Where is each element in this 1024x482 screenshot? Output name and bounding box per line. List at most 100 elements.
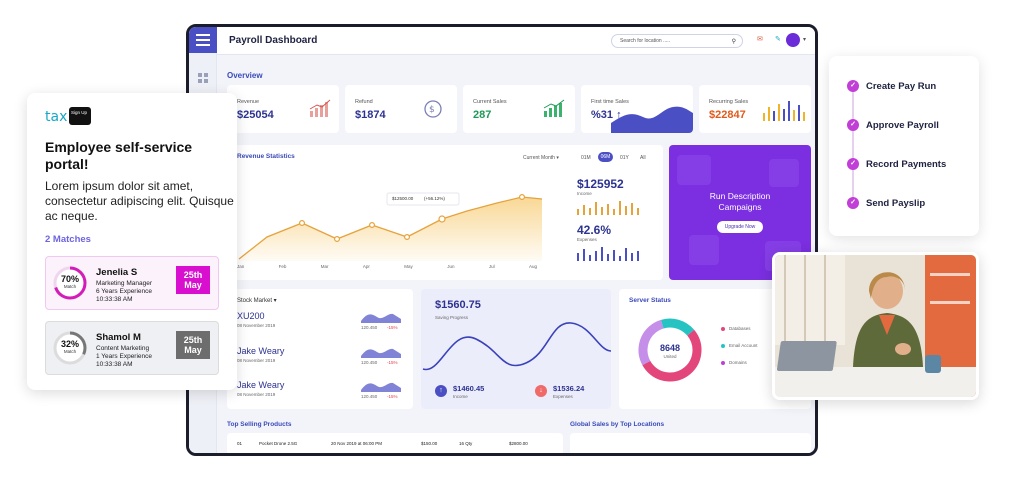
period-filter-dropdown[interactable]: Current Month ▾: [523, 155, 559, 161]
kpi-label: Refund: [355, 99, 373, 105]
match-date-day: 25th: [183, 335, 203, 345]
search-icon[interactable]: ⚲: [731, 39, 736, 45]
search-placeholder: Search for location .....: [620, 38, 671, 44]
product-rank: 01: [237, 441, 243, 446]
legend-domains: Domains: [729, 360, 747, 365]
chart-x-axis: Jan Feb Mar Apr May Jun Jul Aug: [237, 264, 537, 269]
match-date-badge: 25th May: [176, 331, 210, 359]
saving-value: $1560.75: [435, 299, 481, 311]
check-icon: ✓: [847, 80, 859, 92]
kpi-current-sales[interactable]: Current Sales 287: [463, 85, 575, 133]
stock-name: XU200: [237, 311, 265, 321]
month-tick: Jan: [237, 264, 245, 269]
tooltip-change: (+56.12%): [424, 196, 445, 201]
match-ring: [53, 331, 87, 365]
top-products-row[interactable]: 01 Pocket Drone 2.5G 20 Nov 2019 at 06:0…: [227, 433, 563, 453]
step-send-payslip[interactable]: Send Payslip: [866, 198, 926, 209]
portal-description: Lorem ipsum dolor sit amet, consectetur …: [45, 179, 234, 223]
saving-income-value: $1460.45: [453, 384, 485, 393]
kpi-value: $22847: [709, 109, 746, 121]
step-approve-payroll[interactable]: Approve Payroll: [866, 120, 939, 131]
donut-center-label: United: [663, 354, 677, 359]
month-tick: Jun: [447, 264, 455, 269]
top-products-title: Top Selling Products: [227, 421, 292, 428]
stock-row[interactable]: XU200 08 November 2019 120.450 -15%: [237, 311, 409, 341]
stock-sparkline: [361, 313, 401, 323]
tooltip-value: $12500.00: [392, 196, 414, 201]
match-experience: 1 Years Experience: [96, 353, 153, 360]
stock-date: 08 November 2019: [237, 392, 276, 397]
month-tick: Feb: [278, 264, 287, 269]
match-experience: 6 Years Experience: [96, 288, 153, 295]
search-input[interactable]: Search for location ..... ⚲: [611, 34, 743, 48]
kpi-label: Current Sales: [473, 99, 507, 105]
period-01m[interactable]: 01M: [581, 155, 591, 161]
steps-connector: [852, 92, 854, 204]
matches-count: 2 Matches: [45, 234, 91, 245]
kpi-recurring-sales[interactable]: Recurring Sales $22847: [699, 85, 811, 133]
check-icon: ✓: [847, 197, 859, 209]
stock-change: -15%: [387, 394, 398, 399]
sign-up-badge[interactable]: Sign Up: [69, 107, 91, 125]
match-date-day: 25th: [183, 270, 203, 280]
menu-icon[interactable]: [189, 27, 217, 53]
match-role: Content Marketing: [96, 345, 150, 352]
match-percent: 70%: [60, 274, 79, 284]
income-value: $125952: [577, 177, 624, 191]
overview-heading: Overview: [227, 71, 263, 80]
mini-bars-chart: [763, 101, 805, 121]
kpi-refund[interactable]: Refund $1874 $: [345, 85, 457, 133]
stock-sparkline: [361, 382, 401, 392]
stock-value: 120.450: [361, 325, 378, 330]
payroll-steps-card: ✓ Create Pay Run ✓ Approve Payroll ✓ Rec…: [829, 56, 979, 236]
match-percent: 32%: [60, 339, 79, 349]
kpi-label: Revenue: [237, 99, 260, 105]
kpi-value: %31 ↑: [591, 109, 622, 121]
kpi-first-time-sales[interactable]: First time Sales %31 ↑: [581, 85, 693, 133]
promo-title: Run Description Campaigns: [709, 191, 771, 212]
grid-icon[interactable]: [198, 73, 208, 83]
month-tick: Apr: [362, 264, 370, 269]
notification-icon[interactable]: ✉: [757, 36, 763, 43]
stock-name: Jake Weary: [237, 346, 285, 356]
stock-market-dropdown[interactable]: Stock Market ▾: [237, 298, 277, 304]
match-date-month: May: [184, 345, 202, 355]
stock-row[interactable]: Jake Weary 08 November 2019 120.450 -15%: [237, 346, 409, 376]
period-all[interactable]: All: [640, 155, 646, 161]
step-record-payments[interactable]: Record Payments: [866, 159, 947, 170]
period-01y[interactable]: 01Y: [620, 155, 629, 161]
stock-change: -15%: [387, 360, 398, 365]
product-date: 20 Nov 2019 at 06:00 PM: [331, 441, 383, 446]
legend-dot: [721, 361, 725, 365]
chevron-down-icon[interactable]: ▾: [803, 37, 807, 43]
stock-row[interactable]: Jake Weary 08 November 2019 120.450 -15%: [237, 380, 409, 410]
legend-email-account: Email Account: [729, 343, 758, 348]
legend-databases: Databases: [729, 326, 751, 331]
month-tick: Aug: [528, 264, 537, 269]
product-qty: 16 Qty: [459, 441, 473, 446]
step-create-pay-run[interactable]: Create Pay Run: [866, 81, 937, 92]
saving-income-label: Income: [453, 394, 468, 399]
stock-date: 08 November 2019: [237, 323, 276, 328]
avatar[interactable]: [786, 33, 800, 47]
saving-wave-chart: [422, 322, 611, 371]
woman-with-laptop-photo: [772, 252, 979, 400]
upgrade-button[interactable]: Upgrade Now: [717, 221, 763, 233]
saving-label: Saving Progress: [435, 315, 469, 320]
kpi-revenue[interactable]: Revenue $25054: [227, 85, 339, 133]
period-06m[interactable]: 06M: [598, 152, 613, 162]
expenses-value: 42.6%: [577, 223, 612, 237]
message-icon[interactable]: ✎: [775, 36, 781, 43]
month-tick: May: [404, 264, 413, 269]
match-card[interactable]: 70% Match Jenelia S Marketing Manager 6 …: [45, 256, 219, 310]
page-title: Payroll Dashboard: [229, 35, 318, 46]
legend-dot: [721, 327, 725, 331]
match-card[interactable]: 32% Match Shamol M Content Marketing 1 Y…: [45, 321, 219, 375]
product-total: $2800.00: [509, 441, 528, 446]
global-sales-map: [570, 433, 811, 453]
svg-text:$: $: [429, 105, 435, 115]
kpi-value: $25054: [237, 109, 274, 121]
arrow-down-icon: ↓: [535, 385, 547, 397]
match-time: 10:33:38 AM: [96, 361, 133, 368]
employee-portal-card: tax Sign Up Employee self-service portal…: [27, 93, 237, 390]
